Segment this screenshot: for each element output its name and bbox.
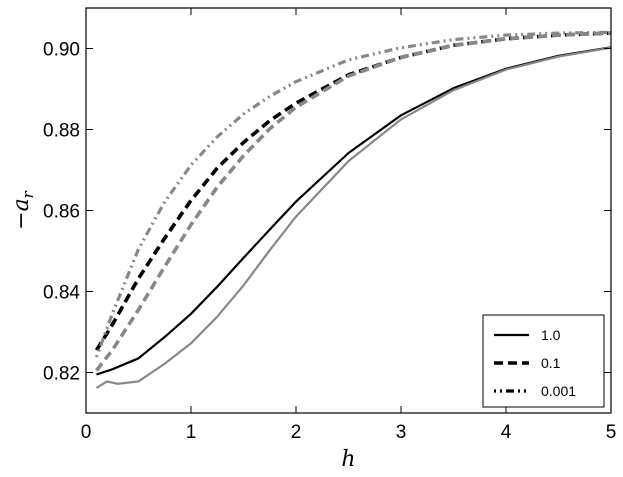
x-tick-label: 5 bbox=[606, 422, 617, 443]
x-axis-label: h bbox=[341, 447, 355, 472]
y-axis: 0.82 0.84 0.86 0.88 0.90 bbox=[43, 40, 611, 385]
x-tick-label: 3 bbox=[396, 422, 407, 443]
y-tick-label: 0.86 bbox=[43, 202, 80, 223]
plot-lines bbox=[94, 30, 612, 389]
legend-label-1: 0.1 bbox=[541, 355, 561, 371]
x-axis: 0 1 2 3 4 5 bbox=[81, 8, 617, 443]
legend-label-2: 0.001 bbox=[541, 383, 576, 399]
y-tick-label: 0.88 bbox=[43, 121, 80, 142]
series-line-1 bbox=[95, 46, 612, 389]
x-tick-label: 4 bbox=[501, 422, 512, 443]
legend: 1.0 0.1 0.001 bbox=[482, 314, 605, 408]
x-tick-label: 0 bbox=[81, 422, 92, 443]
x-tick-label: 2 bbox=[291, 422, 302, 443]
y-axis-label-sub: r bbox=[19, 190, 37, 198]
y-axis-label-main: −a bbox=[9, 198, 34, 230]
x-tick-label: 1 bbox=[186, 422, 197, 443]
legend-box bbox=[482, 314, 605, 408]
y-tick-label: 0.82 bbox=[43, 364, 80, 385]
y-axis-label: −ar bbox=[9, 190, 37, 230]
y-tick-label: 0.84 bbox=[43, 283, 80, 304]
y-tick-label: 0.90 bbox=[43, 40, 80, 61]
series-line-3 bbox=[95, 31, 612, 372]
series-line-0 bbox=[96, 46, 612, 376]
legend-label-0: 1.0 bbox=[541, 327, 561, 343]
series-line-4 bbox=[94, 30, 612, 358]
